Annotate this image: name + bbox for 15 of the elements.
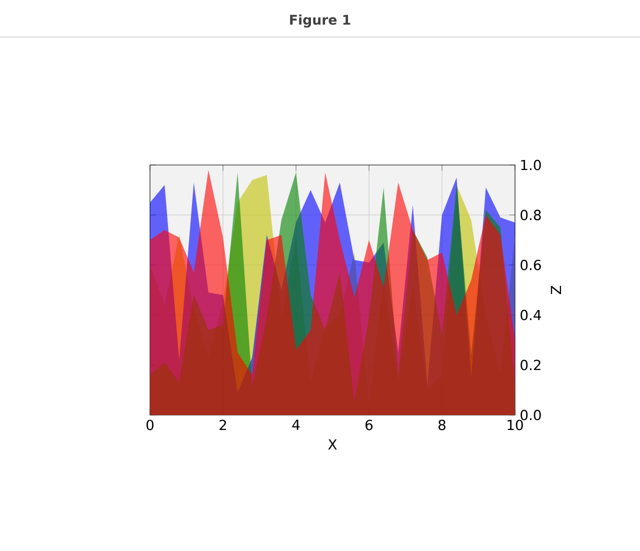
x-tick-label: 0 [146, 420, 154, 430]
x-tick-label: 2 [220, 420, 226, 430]
y-tick-label: 0.8 [520, 210, 541, 220]
y-tick-label: 0.4 [520, 310, 541, 320]
x-tick-label: 10 [508, 420, 523, 430]
y-axis-title: Z [550, 286, 562, 294]
x-tick-label: 8 [438, 420, 446, 430]
chart-title: Figure 1 [290, 14, 350, 28]
y-tick-label: 0.6 [520, 260, 541, 270]
x-tick-label: 6 [366, 420, 373, 430]
x-axis-title: X [328, 439, 337, 450]
x-tick-label: 4 [292, 420, 300, 430]
y-tick-label: 1.0 [521, 160, 541, 170]
y-tick-label: 0.2 [520, 360, 540, 370]
y-tick-label: 0.0 [520, 410, 541, 420]
